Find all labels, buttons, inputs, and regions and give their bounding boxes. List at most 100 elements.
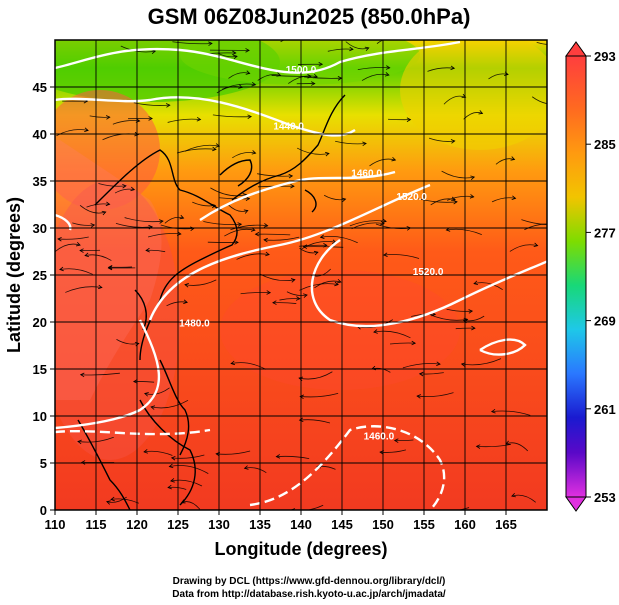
contour-labels: 1500.0 1440.0 1460.0 1520.0 1520.0 1480.0 1460… bbox=[179, 65, 444, 443]
streamline-arrowhead bbox=[552, 222, 556, 226]
y-axis-label: Latitude (degrees) bbox=[4, 197, 24, 353]
streamline bbox=[505, 442, 529, 452]
streamline-arrowhead bbox=[334, 281, 339, 287]
streamline-arrowhead bbox=[266, 290, 272, 295]
streamline-arrowhead bbox=[373, 329, 378, 334]
contour-label: 1440.0 bbox=[273, 121, 304, 132]
streamline bbox=[231, 362, 267, 370]
streamline-arrowhead bbox=[110, 496, 115, 502]
colorbar-tick-label: 253 bbox=[594, 490, 616, 505]
colorbar-min-arrow bbox=[565, 496, 587, 512]
streamline-arrowhead bbox=[470, 175, 476, 180]
streamline bbox=[176, 148, 216, 154]
x-tick-label: 160 bbox=[454, 517, 476, 532]
x-tick-label: 145 bbox=[331, 517, 353, 532]
streamline-arrowhead bbox=[151, 49, 157, 54]
streamline-arrowhead bbox=[450, 139, 456, 144]
streamline-arrowhead bbox=[461, 93, 467, 99]
streamline-arrowhead bbox=[84, 252, 90, 258]
streamline bbox=[402, 363, 441, 369]
streamline bbox=[495, 158, 515, 165]
streamline bbox=[232, 151, 256, 159]
streamline bbox=[394, 439, 414, 442]
streamline-arrowhead bbox=[324, 151, 330, 157]
y-tick-label: 45 bbox=[33, 80, 47, 95]
streamline-arrowhead bbox=[290, 278, 296, 283]
streamline-arrowhead bbox=[393, 438, 399, 443]
streamline-arrowhead bbox=[106, 500, 111, 505]
streamline-arrowhead bbox=[105, 115, 111, 120]
streamline-arrowhead bbox=[490, 408, 496, 414]
contour-label: 1480.0 bbox=[179, 319, 210, 330]
streamline-arrowhead bbox=[475, 444, 481, 449]
streamline bbox=[72, 222, 95, 226]
streamline-arrowhead bbox=[337, 76, 343, 81]
streamline bbox=[169, 465, 209, 474]
colorbar-tick-label: 261 bbox=[594, 402, 616, 417]
streamline-arrowhead bbox=[170, 478, 175, 483]
streamline-arrowhead bbox=[196, 116, 202, 122]
streamline bbox=[376, 40, 385, 44]
cool-region-northeast bbox=[180, 40, 420, 85]
streamline bbox=[511, 494, 536, 503]
streamline bbox=[114, 188, 135, 194]
streamline-arrowhead bbox=[556, 102, 560, 106]
streamline bbox=[124, 217, 163, 223]
streamline-arrowhead bbox=[107, 265, 113, 271]
streamline bbox=[151, 399, 189, 409]
streamline bbox=[224, 228, 255, 237]
streamline bbox=[320, 236, 358, 244]
streamline bbox=[59, 268, 93, 275]
streamline bbox=[120, 45, 156, 53]
streamline-arrowhead bbox=[230, 360, 236, 366]
streamline-arrowhead bbox=[247, 114, 252, 119]
streamline bbox=[291, 504, 324, 510]
credit-data-source: Data from http://database.rish.kyoto-u.a… bbox=[172, 589, 446, 600]
streamline-arrowhead bbox=[318, 62, 324, 67]
streamline bbox=[228, 72, 250, 79]
streamline bbox=[57, 236, 89, 240]
streamline-arrowhead bbox=[263, 223, 269, 228]
streamline-arrowhead bbox=[245, 70, 251, 75]
streamline-arrowhead bbox=[533, 242, 539, 248]
streamline bbox=[417, 392, 454, 398]
streamline bbox=[361, 73, 389, 81]
streamline-arrowhead bbox=[469, 194, 475, 199]
colorbar-scale bbox=[565, 55, 587, 498]
contour-label: 1520.0 bbox=[396, 192, 427, 203]
streamline bbox=[80, 372, 120, 376]
y-tick-label: 20 bbox=[33, 315, 47, 330]
streamline bbox=[345, 41, 369, 50]
streamline-arrowhead bbox=[290, 183, 295, 189]
streamline bbox=[166, 301, 188, 307]
streamline-arrowhead bbox=[254, 231, 260, 237]
streamline-arrowhead bbox=[302, 244, 308, 249]
x-tick-label: 110 bbox=[45, 517, 66, 532]
x-axis-label: Longitude (degrees) bbox=[214, 539, 387, 559]
streamline-arrowhead bbox=[84, 127, 89, 132]
streamline bbox=[357, 67, 390, 70]
streamline bbox=[146, 249, 166, 253]
streamline bbox=[428, 313, 468, 321]
streamline bbox=[86, 203, 110, 208]
x-tick-label: 155 bbox=[413, 517, 435, 532]
streamline-arrowhead bbox=[97, 284, 103, 290]
streamline bbox=[314, 280, 341, 289]
streamline bbox=[227, 204, 248, 212]
streamline bbox=[327, 48, 353, 52]
streamline-arrowhead bbox=[165, 103, 171, 108]
warm-region-northeast bbox=[400, 40, 547, 150]
streamline-arrowhead bbox=[59, 266, 64, 272]
streamline-arrowhead bbox=[245, 48, 250, 53]
streamline bbox=[446, 228, 482, 236]
streamline bbox=[168, 486, 187, 490]
streamline-arrowhead bbox=[383, 252, 388, 257]
streamline-arrowhead bbox=[101, 210, 107, 216]
streamline-arrowhead bbox=[145, 247, 150, 253]
streamline bbox=[428, 137, 455, 142]
streamline bbox=[299, 419, 331, 424]
streamline-arrowhead bbox=[243, 465, 249, 470]
colorbar-ticks: 293 285 277 269 261 253 bbox=[586, 49, 616, 505]
streamline bbox=[299, 283, 339, 291]
streamline-arrowhead bbox=[184, 282, 189, 288]
